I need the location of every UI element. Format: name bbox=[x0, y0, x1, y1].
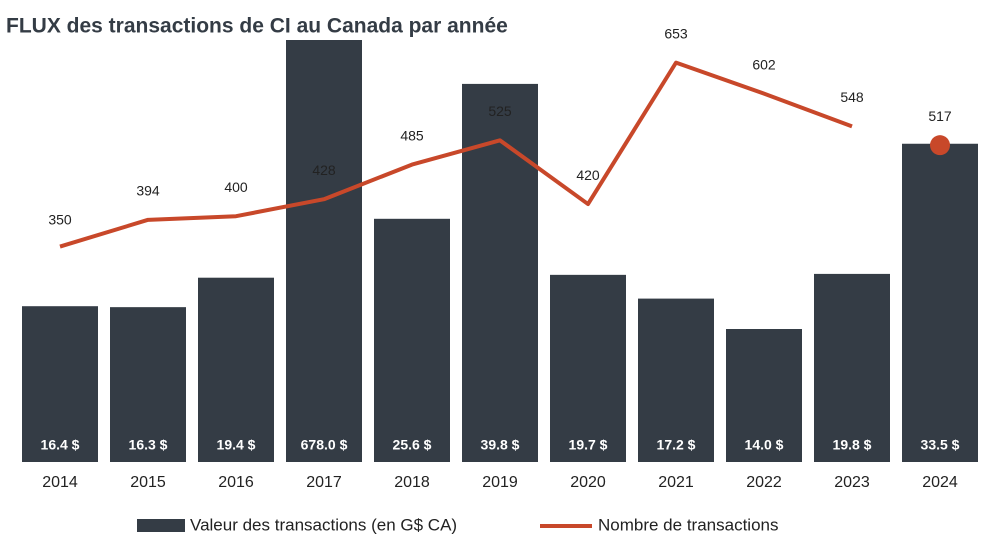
bar-value-label: 19.7 $ bbox=[569, 437, 608, 453]
line-point bbox=[930, 135, 950, 156]
line-value-label: 485 bbox=[400, 127, 424, 143]
bar bbox=[638, 298, 714, 462]
x-tick-label: 2016 bbox=[218, 474, 254, 491]
line-value-label: 653 bbox=[664, 25, 688, 41]
x-tick-label: 2021 bbox=[658, 474, 694, 491]
bar-value-label: 25.6 $ bbox=[393, 437, 432, 453]
legend-label: Nombre de transactions bbox=[598, 515, 778, 534]
bar bbox=[902, 143, 978, 462]
x-tick-label: 2020 bbox=[570, 474, 606, 491]
line-value-label: 548 bbox=[840, 89, 864, 105]
bar-value-label: 33.5 $ bbox=[921, 437, 960, 453]
bar-value-label: 16.4 $ bbox=[41, 437, 80, 453]
x-tick-label: 2024 bbox=[922, 474, 958, 491]
bar bbox=[110, 307, 186, 462]
x-tick-label: 2017 bbox=[306, 474, 342, 491]
line bbox=[59, 60, 853, 249]
bar-value-label: 678.0 $ bbox=[301, 437, 348, 453]
line-value-label: 602 bbox=[752, 56, 776, 72]
legend-swatch bbox=[137, 519, 185, 532]
line-value-label: 394 bbox=[136, 183, 160, 199]
bar bbox=[550, 274, 626, 462]
line-value-label: 350 bbox=[48, 211, 72, 227]
x-tick-label: 2022 bbox=[746, 474, 782, 491]
bar bbox=[814, 273, 890, 462]
x-tick-label: 2019 bbox=[482, 474, 518, 491]
bar-value-label: 17.2 $ bbox=[657, 437, 696, 453]
bar-value-label: 19.4 $ bbox=[217, 437, 256, 453]
bar bbox=[374, 218, 450, 462]
legend-label: Valeur des transactions (en G$ CA) bbox=[190, 515, 457, 534]
line-value-label: 428 bbox=[312, 162, 336, 178]
bar bbox=[286, 40, 362, 462]
bar bbox=[22, 306, 98, 462]
chart-title: FLUX des transactions de CI au Canada pa… bbox=[6, 15, 508, 38]
x-tick-label: 2015 bbox=[130, 474, 166, 491]
line-value-label: 517 bbox=[928, 108, 952, 124]
bar bbox=[726, 329, 802, 462]
bar-value-label: 16.3 $ bbox=[129, 437, 168, 453]
bar bbox=[198, 277, 274, 462]
line-value-label: 420 bbox=[576, 167, 600, 183]
x-tick-label: 2023 bbox=[834, 474, 870, 491]
line-value-label: 400 bbox=[224, 179, 248, 195]
bar-value-label: 19.8 $ bbox=[833, 437, 872, 453]
x-tick-label: 2014 bbox=[42, 474, 78, 491]
bar-value-label: 39.8 $ bbox=[481, 437, 520, 453]
bar-value-label: 14.0 $ bbox=[745, 437, 784, 453]
bar-group bbox=[22, 40, 978, 463]
line-value-label: 525 bbox=[488, 103, 512, 119]
x-tick-label: 2018 bbox=[394, 474, 430, 491]
